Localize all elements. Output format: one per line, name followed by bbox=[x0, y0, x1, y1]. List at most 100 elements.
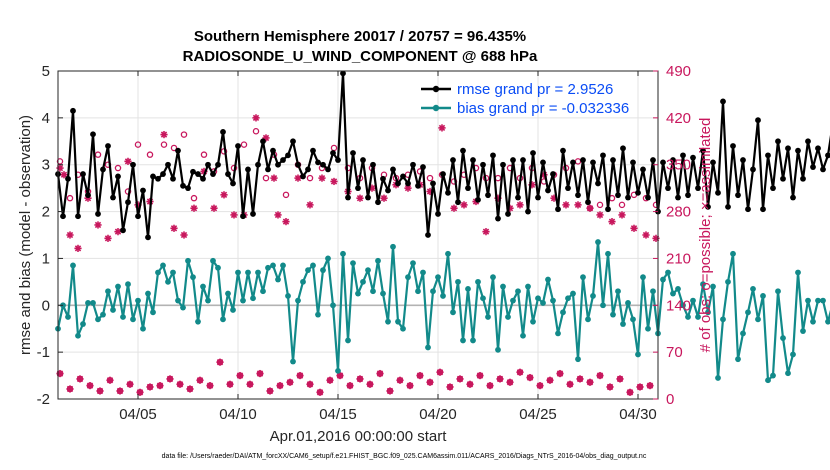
obs-assimilated-marker-bottom bbox=[286, 378, 294, 386]
bias-point bbox=[225, 290, 231, 297]
bias-point bbox=[770, 372, 776, 379]
legend-rmse-label: rmse grand pr = 2.9526 bbox=[457, 81, 613, 98]
bias-point bbox=[305, 267, 311, 274]
rmse-point bbox=[390, 166, 396, 173]
bias-point bbox=[825, 318, 830, 325]
rmse-point bbox=[180, 182, 186, 189]
bias-point bbox=[490, 274, 496, 281]
bias-point bbox=[795, 269, 801, 276]
obs-assimilated-marker-bottom bbox=[136, 388, 144, 396]
obs-possible-marker bbox=[252, 127, 260, 135]
rmse-point bbox=[300, 173, 306, 180]
rmse-point bbox=[260, 138, 266, 145]
obs-assimilated-marker bbox=[460, 201, 468, 209]
rmse-point bbox=[460, 147, 466, 154]
obs-assimilated-marker-bottom bbox=[446, 383, 454, 391]
rmse-point bbox=[280, 157, 286, 163]
obs-assimilated-marker-bottom bbox=[616, 375, 624, 383]
rmse-point bbox=[85, 192, 91, 199]
rmse-point bbox=[610, 157, 616, 163]
y-right-tick-label: 350 bbox=[666, 157, 691, 174]
x-tick-label: 04/05 bbox=[119, 406, 157, 423]
rmse-point bbox=[695, 185, 701, 192]
bias-point bbox=[710, 283, 716, 290]
bias-point bbox=[295, 297, 301, 304]
bias-point bbox=[75, 332, 81, 339]
rmse-point bbox=[405, 180, 411, 187]
bias-point bbox=[300, 278, 306, 285]
obs-assimilated-marker-bottom bbox=[596, 371, 604, 380]
bias-point bbox=[625, 300, 631, 306]
rmse-point bbox=[110, 194, 116, 201]
rmse-point bbox=[510, 157, 516, 163]
rmse-point bbox=[410, 161, 416, 168]
obs-assimilated-marker-bottom bbox=[336, 371, 344, 380]
rmse-point bbox=[685, 192, 691, 199]
bias-point bbox=[485, 314, 491, 320]
rmse-point bbox=[720, 98, 726, 105]
rmse-point bbox=[660, 159, 666, 166]
obs-possible-marker bbox=[190, 194, 198, 202]
obs-assimilated-marker-bottom bbox=[326, 376, 334, 384]
rmse-point bbox=[545, 187, 551, 194]
legend: rmse grand pr = 2.9526 bias grand pr = -… bbox=[421, 81, 629, 117]
rmse-point bbox=[520, 157, 526, 163]
bias-point bbox=[265, 264, 271, 271]
bias-point bbox=[365, 267, 371, 274]
bias-point bbox=[500, 283, 506, 290]
rmse-point bbox=[785, 145, 791, 152]
bias-point bbox=[570, 290, 576, 297]
bias-point bbox=[230, 307, 236, 313]
rmse-point bbox=[65, 175, 71, 182]
obs-assimilated-marker-bottom bbox=[126, 380, 134, 388]
obs-assimilated-marker-bottom bbox=[56, 369, 64, 378]
chart-title: Southern Hemisphere 20017 / 20757 = 96.4… bbox=[194, 28, 526, 45]
bias-point bbox=[805, 297, 811, 304]
obs-assimilated-marker-bottom bbox=[566, 380, 574, 388]
obs-assimilated-marker bbox=[74, 244, 82, 252]
bias-point bbox=[270, 262, 276, 269]
obs-assimilated-marker bbox=[356, 194, 364, 202]
rmse-point bbox=[100, 166, 106, 173]
rmse-point bbox=[155, 175, 161, 182]
bias-point bbox=[115, 283, 121, 290]
obs-possible-marker bbox=[200, 151, 208, 158]
bias-point bbox=[810, 318, 816, 325]
obs-possible-marker bbox=[180, 131, 188, 138]
bias-point bbox=[565, 295, 571, 302]
rmse-point bbox=[570, 159, 576, 166]
rmse-point bbox=[750, 166, 756, 173]
bias-point bbox=[720, 316, 726, 323]
rmse-point bbox=[310, 147, 316, 154]
bias-point bbox=[615, 288, 621, 295]
bias-point bbox=[180, 304, 186, 311]
obs-assimilated-marker-bottom bbox=[636, 383, 644, 391]
rmse-point bbox=[665, 185, 671, 192]
obs-assimilated-marker-bottom bbox=[346, 382, 354, 390]
rmse-point bbox=[245, 166, 251, 173]
bias-point bbox=[505, 314, 511, 320]
bias-point bbox=[525, 283, 531, 290]
bias-point bbox=[395, 318, 401, 325]
bias-point bbox=[555, 330, 561, 337]
obs-assimilated-marker bbox=[220, 191, 228, 199]
rmse-point bbox=[95, 211, 101, 217]
bias-point bbox=[360, 278, 366, 285]
bias-point bbox=[260, 288, 266, 295]
bias-point bbox=[325, 255, 331, 262]
bias-point bbox=[520, 332, 526, 339]
rmse-point bbox=[580, 157, 586, 163]
rmse-point bbox=[105, 143, 111, 149]
obs-possible-marker bbox=[146, 151, 154, 158]
obs-assimilated-marker bbox=[608, 218, 616, 226]
obs-assimilated-marker bbox=[380, 194, 388, 202]
bias-point bbox=[140, 325, 146, 332]
bias-point bbox=[685, 314, 691, 320]
rmse-point bbox=[395, 180, 401, 187]
obs-assimilated-marker-bottom bbox=[646, 382, 654, 390]
rmse-point bbox=[495, 215, 501, 222]
obs-assimilated-marker-bottom bbox=[406, 382, 414, 390]
bias-point bbox=[610, 311, 616, 318]
rmse-point bbox=[825, 152, 830, 159]
rmse-point bbox=[630, 159, 636, 166]
